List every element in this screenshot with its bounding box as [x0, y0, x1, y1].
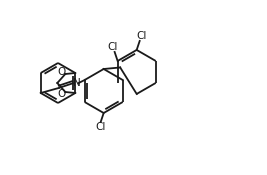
Text: Cl: Cl	[136, 31, 147, 41]
Text: O: O	[57, 89, 65, 99]
Text: Cl: Cl	[107, 42, 118, 52]
Text: N: N	[73, 78, 81, 88]
Text: Cl: Cl	[96, 122, 106, 132]
Text: O: O	[57, 67, 65, 77]
